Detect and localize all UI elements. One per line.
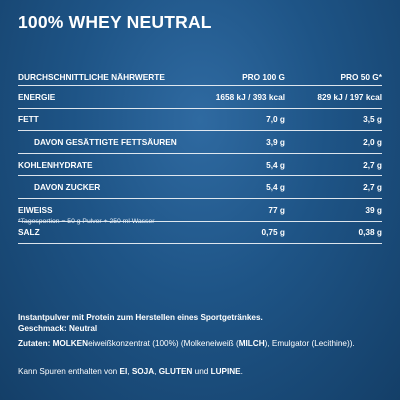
table-row: FETT 7,0 g 3,5 g	[18, 109, 382, 132]
table-row: DAVON ZUCKER 5,4 g 2,7 g	[18, 176, 382, 199]
row-value-100g: 1658 kJ / 393 kcal	[195, 92, 285, 102]
row-label: EIWEISS	[18, 205, 195, 215]
product-description: Instantpulver mit Protein zum Herstellen…	[18, 312, 382, 334]
description-line: Instantpulver mit Protein zum Herstellen…	[18, 312, 382, 323]
serving-footnote: *Tagesportion = 50 g Pulver + 250 ml Was…	[18, 218, 155, 225]
row-label: KOHLENHYDRATE	[18, 160, 195, 170]
flavor-line: Geschmack: Neutral	[18, 323, 382, 334]
table-row: DAVON GESÄTTIGTE FETTSÄUREN 3,9 g 2,0 g	[18, 131, 382, 154]
ingredients-label: Zutaten:	[18, 339, 50, 348]
row-value-50g: 2,0 g	[285, 137, 382, 147]
ingredients-text: Zutaten: MOLKENeiweißkonzentrat (100%) (…	[18, 338, 382, 349]
ingredient-allergen: MOLKEN	[53, 339, 88, 348]
row-value-50g: 2,7 g	[285, 182, 382, 192]
allergen-name: GLUTEN	[159, 367, 193, 376]
table-row: ENERGIE 1658 kJ / 393 kcal 829 kJ / 197 …	[18, 86, 382, 109]
row-label: SALZ	[18, 227, 195, 237]
ingredient-text: ), Emulgator (Lecithine)).	[265, 339, 355, 348]
row-value-50g: 2,7 g	[285, 160, 382, 170]
row-value-100g: 77 g	[195, 205, 285, 215]
table-row: KOHLENHYDRATE 5,4 g 2,7 g	[18, 154, 382, 177]
ingredient-text: eiweißkonzentrat (100%) (Molkeneiweiß (	[88, 339, 239, 348]
header-col-50g: PRO 50 G*	[285, 72, 382, 82]
allergen-name: LUPINE	[211, 367, 241, 376]
allergen-text: .	[241, 367, 243, 376]
row-label: ENERGIE	[18, 92, 195, 102]
row-label: FETT	[18, 114, 195, 124]
row-label: DAVON GESÄTTIGTE FETTSÄUREN	[18, 137, 195, 147]
allergen-notice: Kann Spuren enthalten von EI, SOJA, GLUT…	[18, 366, 382, 377]
nutrition-table-header: DURCHSCHNITTLICHE NÄHRWERTE PRO 100 G PR…	[18, 68, 382, 86]
row-value-100g: 5,4 g	[195, 160, 285, 170]
row-value-100g: 0,75 g	[195, 227, 285, 237]
row-value-100g: 7,0 g	[195, 114, 285, 124]
allergen-text: Kann Spuren enthalten von	[18, 367, 120, 376]
allergen-name: SOJA	[132, 367, 154, 376]
header-col-100g: PRO 100 G	[195, 72, 285, 82]
product-title: 100% WHEY NEUTRAL	[18, 12, 212, 33]
row-value-50g: 39 g	[285, 205, 382, 215]
allergen-text: und	[192, 367, 210, 376]
row-value-50g: 3,5 g	[285, 114, 382, 124]
ingredient-allergen: MILCH	[239, 339, 265, 348]
row-value-100g: 3,9 g	[195, 137, 285, 147]
row-value-50g: 829 kJ / 197 kcal	[285, 92, 382, 102]
header-label: DURCHSCHNITTLICHE NÄHRWERTE	[18, 72, 195, 82]
row-label: DAVON ZUCKER	[18, 182, 195, 192]
row-value-100g: 5,4 g	[195, 182, 285, 192]
row-value-50g: 0,38 g	[285, 227, 382, 237]
